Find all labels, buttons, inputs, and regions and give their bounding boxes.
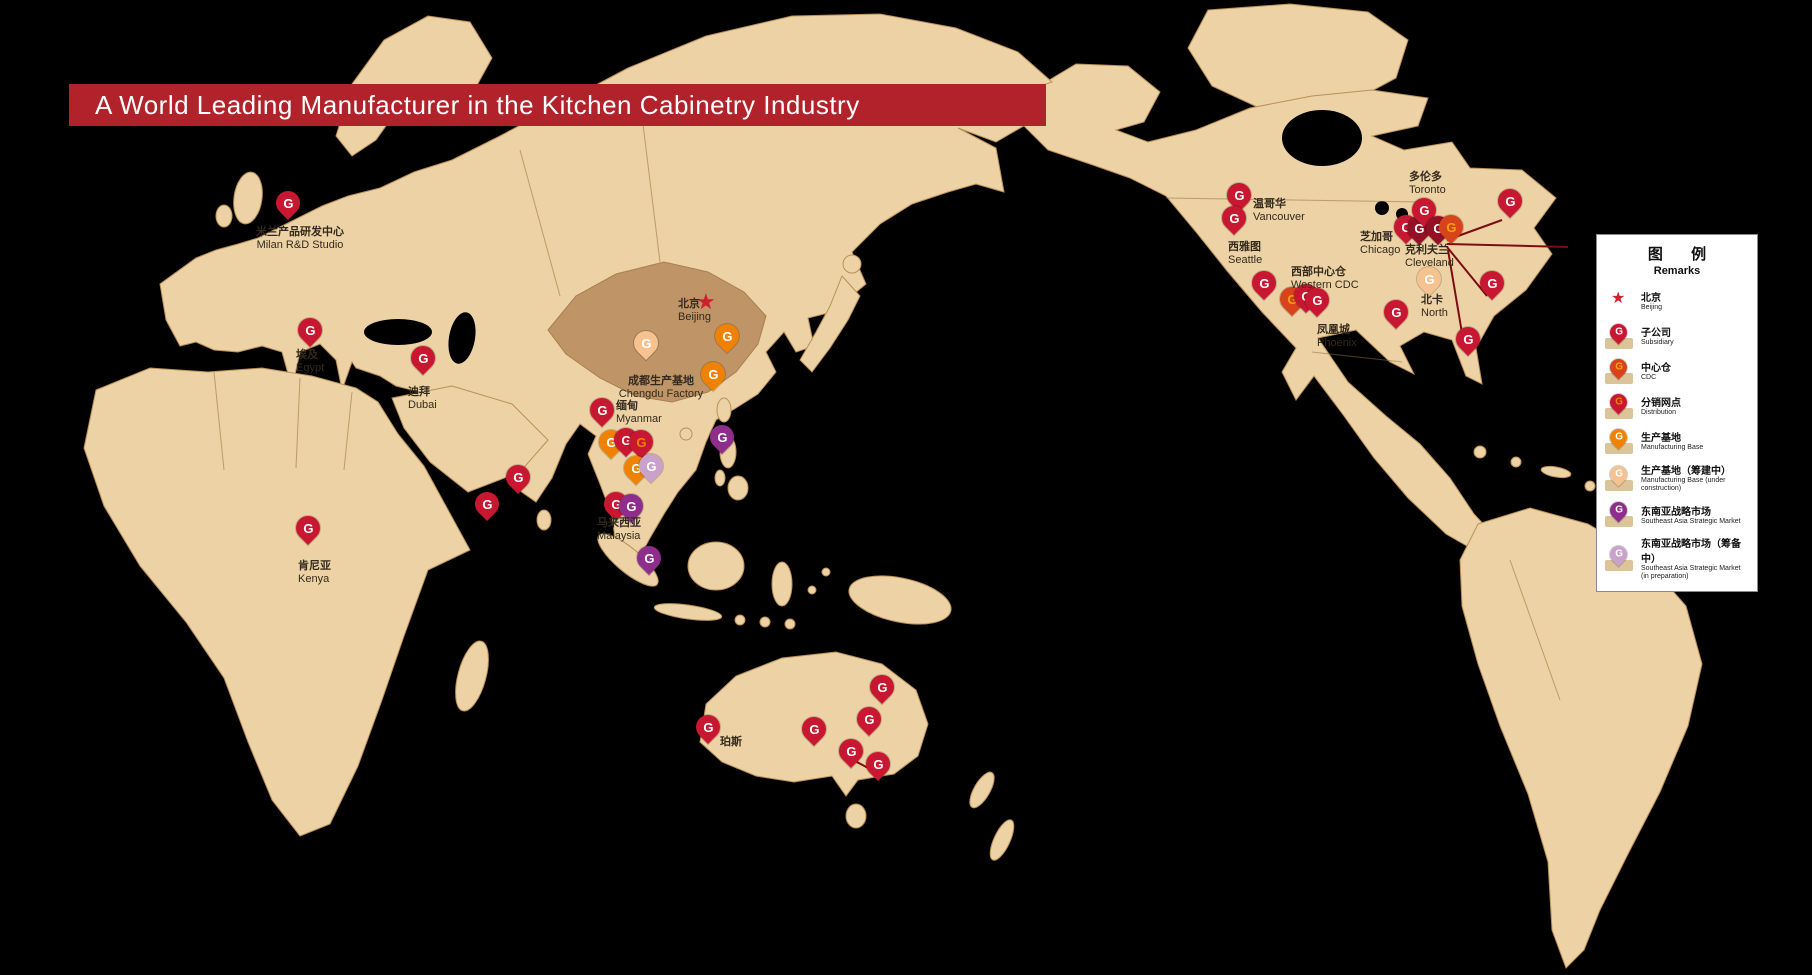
legend-title-en: Remarks: [1653, 265, 1701, 277]
sea_market_prep-icon: G: [1605, 542, 1635, 572]
map-label: 温哥华 Vancouver: [1253, 198, 1305, 224]
map-label: 埃及 Egypt: [296, 349, 325, 375]
title-banner: A World Leading Manufacturer in the Kitc…: [69, 84, 1046, 126]
map-label: 芝加哥 Chicago: [1360, 231, 1401, 257]
map-label: 西雅图 Seattle: [1228, 241, 1263, 267]
manufacturing-icon: G: [1605, 425, 1635, 455]
distribution-icon: G: [1605, 390, 1635, 420]
legend-title-zh: 图 例: [1647, 246, 1719, 263]
map-label: 米兰产品研发中心 Milan R&D Studio: [256, 226, 344, 252]
star-icon: ★: [1611, 290, 1626, 307]
legend-item-cdc: G 中心仓 CDC: [1605, 355, 1749, 385]
legend-label-en: Subsidiary: [1641, 339, 1674, 347]
legend-label-en: CDC: [1641, 374, 1657, 382]
legend-item-manufacturing_uc: G 生产基地（筹建中） Manufacturing Base (under cons…: [1605, 462, 1749, 493]
legend-label-en: Beijing: [1641, 304, 1663, 312]
legend-label-zh: 生产基地（筹建中）: [1641, 466, 1731, 477]
legend-item-sea_market: G 东南亚战略市场 Southeast Asia Strategic Market: [1605, 498, 1749, 528]
legend-label-en: Southeast Asia Strategic Market: [1641, 517, 1741, 525]
map-label: 多伦多 Toronto: [1409, 171, 1446, 197]
legend-items: ★ 北京 Beijing G 子公司 Subsidiary G 中心仓 CDC G 分销网点 Dist…: [1605, 287, 1749, 581]
map-label: 凤凰城 Phoenix: [1317, 324, 1357, 350]
map-label: 北京 Beijing: [678, 298, 712, 324]
legend-label-zh: 生产基地: [1641, 433, 1681, 445]
legend-item-subsidiary: G 子公司 Subsidiary: [1605, 320, 1749, 350]
legend-item-star: ★ 北京 Beijing: [1605, 287, 1749, 315]
map-label: 迪拜 Dubai: [408, 386, 437, 412]
legend-label-zh: 子公司: [1641, 328, 1671, 340]
legend-item-distribution: G 分销网点 Distribution: [1605, 390, 1749, 420]
map-label: 克利夫兰 Cleveland: [1405, 244, 1454, 270]
map-label: 缅甸 Myanmar: [616, 400, 662, 426]
manufacturing_uc-icon: G: [1605, 462, 1635, 492]
map-label: 北卡 North: [1421, 294, 1448, 320]
subsidiary-icon: G: [1605, 320, 1635, 350]
legend-label-en: Manufacturing Base: [1641, 444, 1704, 452]
legend-label-en: Distribution: [1641, 409, 1677, 417]
cdc-icon: G: [1605, 355, 1635, 385]
sea_market-icon: G: [1605, 498, 1635, 528]
legend-label-zh: 东南亚战略市场（筹备中）: [1641, 539, 1741, 566]
legend-label-zh: 分销网点: [1641, 398, 1681, 410]
legend-item-manufacturing: G 生产基地 Manufacturing Base: [1605, 425, 1749, 455]
map-label: 肯尼亚 Kenya: [298, 560, 331, 586]
legend-label-en: Southeast Asia Strategic Market (in prep…: [1641, 565, 1741, 581]
legend-item-sea_market_prep: G 东南亚战略市场（筹备中） Southeast Asia Strategic Ma…: [1605, 535, 1749, 581]
beijing-star-icon: ★: [696, 289, 716, 314]
legend-label-en: Manufacturing Base (under construction): [1641, 477, 1726, 493]
country-borders: [213, 99, 1561, 701]
title-text: A World Leading Manufacturer in the Kitc…: [95, 89, 860, 120]
map-label: 成都生产基地 Chengdu Factory: [618, 375, 704, 401]
map-label: 马来西亚 Malaysia: [597, 517, 641, 543]
legend-panel: 图 例 Remarks ★ 北京 Beijing G 子公司 Subsidiary G 中心仓…: [1596, 234, 1758, 593]
map-label: 西部中心仓 Western CDC: [1291, 266, 1359, 292]
legend-label-zh: 中心仓: [1641, 363, 1671, 375]
map-label: 珀斯: [720, 736, 742, 748]
legend-label-zh: 东南亚战略市场: [1641, 506, 1711, 518]
legend-label-zh: 北京: [1641, 293, 1661, 305]
